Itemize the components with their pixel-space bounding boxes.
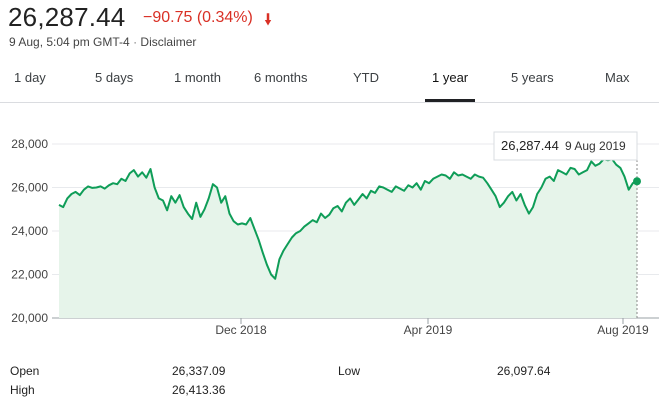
y-tick-label: 24,000 bbox=[11, 224, 48, 238]
tooltip-box bbox=[493, 131, 638, 161]
tab-5-days[interactable]: 5 days bbox=[95, 70, 134, 85]
x-tick-label: Aug 2019 bbox=[597, 323, 649, 337]
tab-5-years[interactable]: 5 years bbox=[511, 70, 554, 85]
arrow-down-icon: 🠛 bbox=[264, 12, 273, 29]
quote-timestamp: 9 Aug, 5:04 pm GMT-4 bbox=[9, 35, 130, 49]
tab-max[interactable]: Max bbox=[605, 70, 630, 85]
hover-marker bbox=[633, 177, 641, 186]
stat-label-low: Low bbox=[338, 364, 361, 378]
stat-value-low: 26,097.64 bbox=[497, 364, 551, 378]
y-tick-label: 26,000 bbox=[11, 181, 48, 195]
time-range-tabs: 1 day 5 days 1 month 6 months YTD 1 year… bbox=[0, 60, 659, 103]
price-line bbox=[58, 158, 638, 280]
tab-ytd[interactable]: YTD bbox=[353, 70, 379, 85]
tab-1-month[interactable]: 1 month bbox=[174, 70, 221, 85]
stat-value-high: 26,413.36 bbox=[172, 383, 226, 397]
y-tick-label: 28,000 bbox=[11, 137, 48, 151]
y-tick-label: 20,000 bbox=[11, 311, 48, 325]
x-axis-ticks: Dec 2018 Apr 2019 Aug 2019 bbox=[215, 318, 649, 337]
disclaimer-link[interactable]: Disclaimer bbox=[140, 35, 197, 49]
price-change: −90.75 (0.34%) bbox=[143, 9, 253, 26]
meta-separator: · bbox=[133, 35, 138, 49]
tab-1-year[interactable]: 1 year bbox=[432, 70, 469, 85]
tab-1-day[interactable]: 1 day bbox=[14, 70, 46, 85]
x-tick-label: Dec 2018 bbox=[215, 323, 267, 337]
stat-value-open: 26,337.09 bbox=[172, 364, 226, 378]
stat-label-open: Open bbox=[10, 364, 40, 378]
tooltip: 26,287.44 9 Aug 2019 bbox=[493, 131, 638, 161]
tooltip-value: 26,287.44 bbox=[501, 138, 559, 153]
quote-meta: 9 Aug, 5:04 pm GMT-4 · Disclaimer bbox=[9, 35, 196, 49]
stat-label-high: High bbox=[10, 383, 35, 397]
price-area bbox=[59, 159, 637, 318]
active-tab-indicator bbox=[425, 99, 475, 102]
y-axis-labels: 28,000 26,000 24,000 22,000 20,000 bbox=[11, 137, 48, 325]
tooltip-date: 9 Aug 2019 bbox=[565, 139, 626, 153]
y-tick-label: 22,000 bbox=[11, 268, 48, 282]
tab-6-months[interactable]: 6 months bbox=[254, 70, 308, 85]
current-price: 26,287.44 bbox=[8, 2, 126, 32]
x-tick-label: Apr 2019 bbox=[404, 323, 453, 337]
price-chart[interactable]: 28,000 26,000 24,000 22,000 20,000 Dec 2018 A… bbox=[0, 120, 659, 340]
